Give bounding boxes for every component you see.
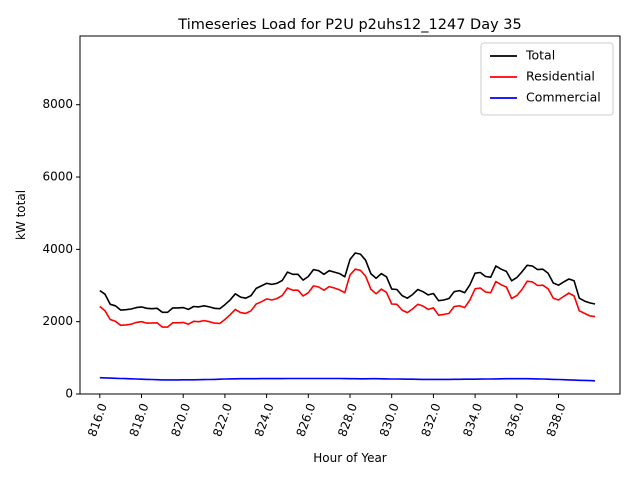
y-tick-label: 8000 (42, 97, 73, 111)
series-layer (99, 252, 596, 382)
chart-title: Timeseries Load for P2U p2uhs12_1247 Day… (177, 17, 521, 33)
x-axis-label: Hour of Year (313, 451, 387, 465)
series-line-commercial (99, 376, 596, 382)
y-tick-label: 2000 (42, 314, 73, 328)
legend-label-commercial: Commercial (526, 90, 601, 105)
series-line-residential (99, 268, 596, 328)
series-line-total (99, 252, 596, 314)
y-tick-label: 0 (65, 387, 73, 401)
y-tick-label: 6000 (42, 170, 73, 184)
plot-frame (79, 35, 621, 395)
y-axis-ticks: 0 2000 4000 6000 8000 (42, 97, 80, 401)
legend: Total Residential Commercial (480, 42, 614, 116)
legend-label-total: Total (525, 48, 555, 63)
y-tick-label: 4000 (42, 242, 73, 256)
legend-label-residential: Residential (526, 69, 595, 84)
legend-frame (480, 42, 614, 116)
y-axis-label: kW total (14, 190, 28, 240)
